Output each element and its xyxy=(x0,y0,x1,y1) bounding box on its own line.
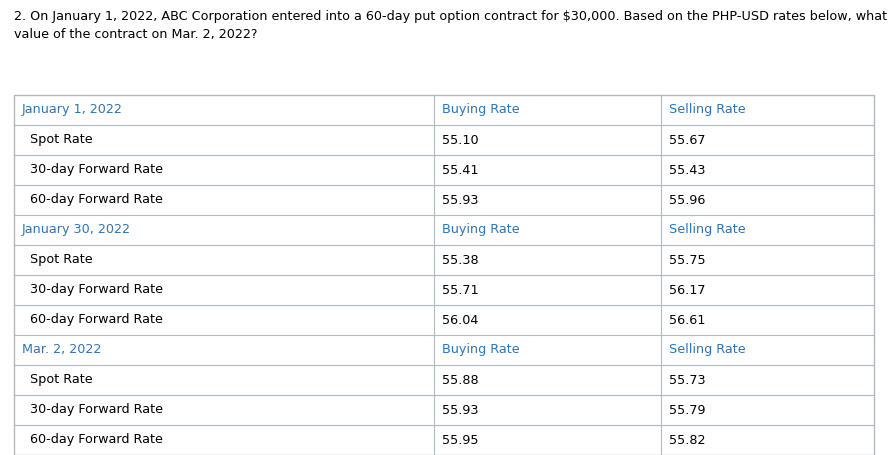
Text: January 30, 2022: January 30, 2022 xyxy=(22,223,131,237)
Text: 55.38: 55.38 xyxy=(441,253,479,267)
Text: Selling Rate: Selling Rate xyxy=(669,344,745,357)
Text: 55.82: 55.82 xyxy=(669,434,705,446)
Text: Mar. 2, 2022: Mar. 2, 2022 xyxy=(22,344,101,357)
Text: 56.61: 56.61 xyxy=(669,313,705,327)
Text: 55.79: 55.79 xyxy=(669,404,705,416)
Text: 30-day Forward Rate: 30-day Forward Rate xyxy=(22,283,163,297)
Text: Spot Rate: Spot Rate xyxy=(22,253,92,267)
Text: 60-day Forward Rate: 60-day Forward Rate xyxy=(22,313,163,327)
Text: January 1, 2022: January 1, 2022 xyxy=(22,103,123,116)
Text: 55.75: 55.75 xyxy=(669,253,705,267)
Text: value of the contract on Mar. 2, 2022?: value of the contract on Mar. 2, 2022? xyxy=(14,28,258,41)
Text: 55.73: 55.73 xyxy=(669,374,705,386)
Text: Selling Rate: Selling Rate xyxy=(669,103,745,116)
Text: Spot Rate: Spot Rate xyxy=(22,133,92,147)
Text: 55.10: 55.10 xyxy=(441,133,479,147)
Text: 55.41: 55.41 xyxy=(441,163,478,177)
Text: 30-day Forward Rate: 30-day Forward Rate xyxy=(22,404,163,416)
Text: 30-day Forward Rate: 30-day Forward Rate xyxy=(22,163,163,177)
Text: Selling Rate: Selling Rate xyxy=(669,223,745,237)
Text: Buying Rate: Buying Rate xyxy=(441,344,519,357)
Text: 55.71: 55.71 xyxy=(441,283,479,297)
Text: 55.96: 55.96 xyxy=(669,193,705,207)
Text: Spot Rate: Spot Rate xyxy=(22,374,92,386)
Text: 2. On January 1, 2022, ABC Corporation entered into a 60-day put option contract: 2. On January 1, 2022, ABC Corporation e… xyxy=(14,10,888,23)
Text: 55.88: 55.88 xyxy=(441,374,479,386)
Text: 60-day Forward Rate: 60-day Forward Rate xyxy=(22,434,163,446)
Text: Buying Rate: Buying Rate xyxy=(441,103,519,116)
Text: 55.43: 55.43 xyxy=(669,163,705,177)
Text: 60-day Forward Rate: 60-day Forward Rate xyxy=(22,193,163,207)
Text: 55.93: 55.93 xyxy=(441,404,478,416)
Text: 55.93: 55.93 xyxy=(441,193,478,207)
Text: Buying Rate: Buying Rate xyxy=(441,223,519,237)
Text: 56.17: 56.17 xyxy=(669,283,705,297)
Text: 56.04: 56.04 xyxy=(441,313,478,327)
Text: 55.67: 55.67 xyxy=(669,133,705,147)
Text: 55.95: 55.95 xyxy=(441,434,478,446)
